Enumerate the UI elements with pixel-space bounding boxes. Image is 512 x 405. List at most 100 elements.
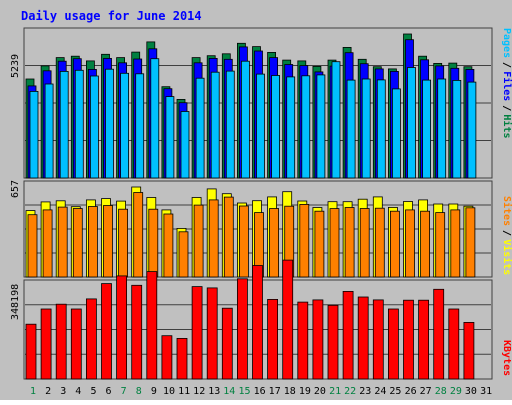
bar-sites-day-27	[420, 210, 431, 278]
day-label-25: 25	[389, 386, 401, 397]
bar-sites-day-14	[223, 196, 234, 278]
bar-sites-day-5	[88, 206, 98, 278]
bar-sites-day-20	[314, 210, 325, 278]
day-label-20: 20	[314, 386, 326, 397]
axis-max-bottom: 348198	[10, 284, 21, 320]
bar-pages-day-7	[120, 72, 129, 179]
day-label-10: 10	[163, 386, 175, 397]
day-label-1: 1	[30, 386, 36, 397]
legend-separator: /	[501, 230, 512, 236]
day-label-18: 18	[284, 386, 296, 397]
bar-pages-day-11	[180, 111, 190, 179]
bar-kbytes-day-26	[403, 299, 414, 380]
bar-sites-day-22	[344, 207, 355, 278]
bar-kbytes-day-19	[297, 301, 309, 380]
day-label-24: 24	[374, 386, 386, 397]
bar-kbytes-day-9	[146, 271, 158, 380]
bar-kbytes-day-4	[70, 308, 82, 380]
day-label-3: 3	[60, 386, 66, 397]
day-label-23: 23	[359, 386, 371, 397]
bar-kbytes-day-24	[372, 299, 384, 380]
bar-kbytes-day-6	[101, 283, 112, 380]
day-label-22: 22	[344, 386, 356, 397]
bar-pages-day-14	[225, 70, 235, 179]
bar-sites-day-10	[163, 213, 174, 278]
bar-sites-day-1	[27, 214, 38, 278]
bar-sites-day-13	[208, 199, 219, 278]
day-label-6: 6	[105, 386, 111, 397]
day-label-31: 31	[480, 386, 492, 397]
legend-middle: Sites / Visits	[501, 196, 512, 275]
bar-sites-day-28	[435, 212, 446, 278]
bar-pages-day-13	[210, 71, 220, 179]
bar-kbytes-day-23	[357, 296, 369, 380]
day-label-12: 12	[193, 386, 205, 397]
bar-pages-day-12	[195, 77, 205, 179]
bar-sites-day-3	[57, 206, 68, 278]
bar-sites-day-17	[269, 208, 280, 278]
bar-pages-day-9	[150, 58, 160, 179]
day-label-16: 16	[254, 386, 266, 397]
bar-pages-day-21	[331, 61, 341, 179]
day-label-17: 17	[269, 386, 281, 397]
bar-sites-day-30	[465, 207, 476, 278]
day-label-4: 4	[75, 386, 81, 397]
bar-sites-day-2	[42, 209, 53, 278]
bar-pages-day-6	[105, 68, 114, 179]
panel-visits-sites	[23, 180, 493, 278]
bar-pages-day-17	[271, 75, 281, 179]
day-label-9: 9	[151, 386, 157, 397]
bar-kbytes-day-15	[236, 278, 248, 380]
bar-kbytes-day-5	[86, 298, 97, 380]
bar-pages-day-20	[316, 74, 326, 179]
bar-pages-day-27	[422, 79, 432, 179]
bar-pages-day-4	[74, 69, 84, 179]
day-label-30: 30	[465, 386, 477, 397]
day-label-8: 8	[136, 386, 142, 397]
bar-kbytes-day-22	[342, 290, 354, 380]
bar-kbytes-day-30	[463, 321, 475, 380]
bar-kbytes-day-18	[282, 259, 294, 380]
bar-pages-day-22	[346, 79, 356, 179]
bar-sites-day-7	[118, 208, 128, 278]
bar-sites-day-6	[103, 205, 113, 278]
bar-pages-day-10	[165, 96, 175, 179]
bar-kbytes-day-25	[387, 308, 399, 380]
bar-kbytes-day-11	[176, 337, 188, 380]
bar-kbytes-day-3	[55, 303, 67, 380]
bar-pages-day-1	[29, 91, 39, 179]
bar-pages-day-24	[376, 79, 386, 179]
legend-sites: Sites	[501, 196, 512, 226]
panel-hits-files-pages	[23, 27, 493, 179]
bar-kbytes-day-2	[40, 308, 52, 380]
legend-separator: /	[501, 62, 512, 68]
bar-pages-day-5	[90, 75, 99, 179]
day-label-26: 26	[405, 386, 417, 397]
bar-sites-day-26	[405, 209, 415, 278]
bar-pages-day-26	[407, 67, 416, 179]
bar-sites-day-19	[299, 203, 310, 278]
bar-kbytes-day-8	[131, 284, 143, 380]
day-label-5: 5	[90, 386, 96, 397]
day-label-7: 7	[121, 386, 127, 397]
bar-pages-day-29	[452, 80, 462, 179]
bar-kbytes-day-17	[267, 298, 279, 380]
bar-sites-day-29	[450, 209, 461, 278]
legend-files: Files	[501, 71, 512, 101]
bar-pages-day-3	[59, 71, 69, 179]
bar-sites-day-25	[389, 210, 400, 278]
axis-max-middle: 657	[10, 180, 21, 198]
bar-pages-day-19	[301, 75, 311, 179]
legend-pages: Pages	[501, 28, 512, 58]
bar-sites-day-8	[133, 192, 144, 278]
bar-kbytes-day-29	[448, 308, 460, 380]
bar-sites-day-21	[329, 208, 340, 278]
bar-sites-day-11	[178, 231, 189, 278]
bar-kbytes-day-7	[116, 275, 127, 380]
bar-kbytes-day-13	[206, 287, 218, 380]
bar-kbytes-day-1	[25, 323, 37, 380]
bar-pages-day-18	[286, 76, 296, 179]
bar-kbytes-day-14	[221, 307, 233, 380]
bar-kbytes-day-12	[191, 286, 203, 380]
day-label-15: 15	[238, 386, 250, 397]
